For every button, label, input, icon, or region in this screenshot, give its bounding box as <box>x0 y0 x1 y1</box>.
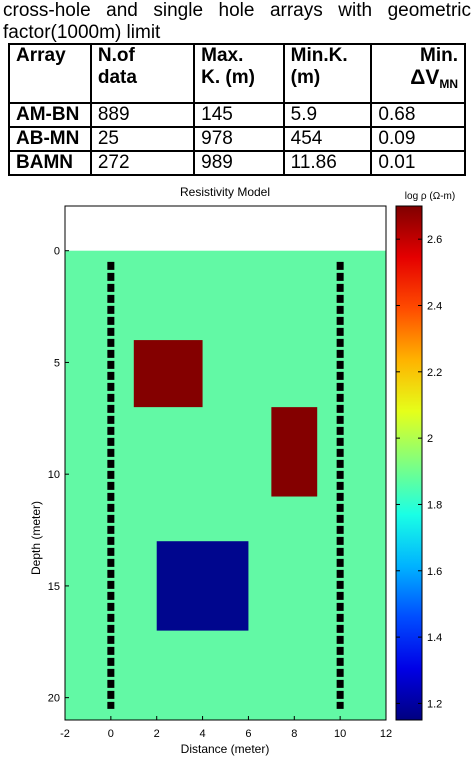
colorbar-tick-label: 2.4 <box>427 300 442 312</box>
colorbar-gradient <box>395 205 423 721</box>
x-tick-label: 2 <box>154 728 160 740</box>
cell-min-dv: 0.68 <box>370 102 466 128</box>
background-medium <box>65 250 386 720</box>
x-axis-label: Distance (meter) <box>181 742 270 756</box>
chart-title: Resistivity Model <box>180 185 270 199</box>
header-maxk: Max. K. (m) <box>193 43 285 104</box>
x-tick-label: 12 <box>380 728 392 740</box>
header-array: Array <box>8 43 92 104</box>
colorbar-tick-label: 2.6 <box>427 234 442 246</box>
cell-ndata: 272 <box>89 150 196 176</box>
header-ndata: N.of data <box>89 43 196 104</box>
y-tick-label: 15 <box>48 581 60 593</box>
table-row: AM-BN 889 145 5.9 0.68 <box>8 102 466 128</box>
y-tick-label: 20 <box>48 693 60 705</box>
colorbar-tick-label: 1.8 <box>427 499 442 511</box>
table-row: AB-MN 25 978 454 0.09 <box>8 126 466 152</box>
cell-maxk: 145 <box>193 102 285 128</box>
resistivity-model-chart: Resistivity Model log ρ (Ω-m) -2 0 2 4 6 8 10 1… <box>29 185 455 756</box>
header-mink: Min.K. (m) <box>282 43 373 104</box>
colorbar-tick-label: 1.2 <box>427 698 442 710</box>
x-tick-label: -2 <box>60 728 70 740</box>
colorbar-tick-label: 2.2 <box>427 367 442 379</box>
cell-min-dv: 0.09 <box>370 126 466 152</box>
anomaly-block-3 <box>156 541 249 631</box>
colorbar-tick-label: 2 <box>427 433 433 445</box>
header-min-dv: Min. ΔVMN <box>370 43 466 104</box>
figure-caption: cross-hole and single hole arrays with g… <box>3 0 471 44</box>
cell-maxk: 989 <box>193 150 285 176</box>
cell-ndata: 25 <box>89 126 196 152</box>
colorbar-tick-label: 1.6 <box>427 566 442 578</box>
x-tick-label: 6 <box>245 728 251 740</box>
y-tick-label: 5 <box>54 357 60 369</box>
cell-mink: 454 <box>282 126 373 152</box>
y-axis-label: Depth (meter) <box>29 501 43 575</box>
table-row: BAMN 272 989 11.86 0.01 <box>8 150 466 176</box>
x-tick-label: 10 <box>334 728 346 740</box>
cell-array: BAMN <box>8 150 92 176</box>
anomaly-block-1 <box>133 340 203 408</box>
cell-mink: 5.9 <box>282 102 373 128</box>
y-tick-label: 10 <box>48 469 60 481</box>
anomaly-block-2 <box>271 407 318 497</box>
x-tick-label: 0 <box>108 728 114 740</box>
colorbar-label: log ρ (Ω-m) <box>405 191 455 202</box>
colorbar-tick-label: 1.4 <box>427 632 442 644</box>
plot-frame <box>64 205 387 721</box>
cell-array: AM-BN <box>8 102 92 128</box>
caption-line-2: factor(1000m) limit <box>3 22 161 43</box>
x-tick-label: 8 <box>291 728 297 740</box>
cell-min-dv: 0.01 <box>370 150 466 176</box>
cell-mink: 11.86 <box>282 150 373 176</box>
air-layer <box>65 206 386 251</box>
x-tick-label: 4 <box>200 728 206 740</box>
cell-array: AB-MN <box>8 126 92 152</box>
cell-ndata: 889 <box>89 102 196 128</box>
arrays-table: Array N.of data Max. K. (m) Min.K. (m) Min.… <box>8 43 466 176</box>
y-tick-label: 0 <box>54 246 60 258</box>
cell-maxk: 978 <box>193 126 285 152</box>
caption-line-1: cross-hole and single hole arrays with g… <box>3 0 471 21</box>
table-header-row: Array N.of data Max. K. (m) Min.K. (m) Min.… <box>8 43 466 104</box>
